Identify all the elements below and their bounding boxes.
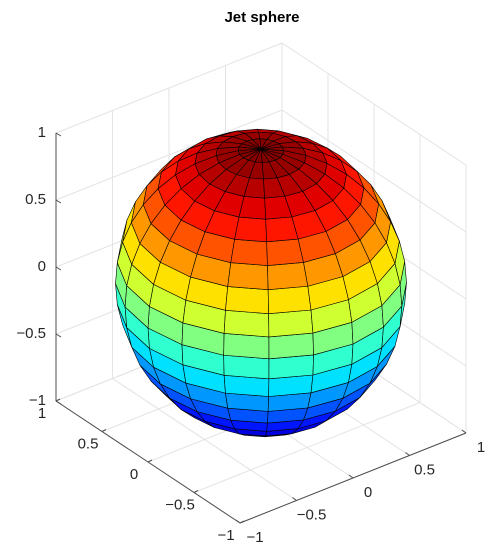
grid-line <box>55 42 283 134</box>
y-tick-label: −0.5 <box>165 496 195 513</box>
y-tick-label: −1 <box>217 527 234 544</box>
grid-line <box>193 402 421 493</box>
surface-face <box>267 262 309 291</box>
z-tick-label: 0 <box>38 258 46 275</box>
grid-line <box>55 109 283 201</box>
surface-face <box>268 332 314 360</box>
surface-face <box>234 216 267 243</box>
x-tick-label: 1 <box>477 439 485 456</box>
z-tick-label: −1 <box>29 392 46 409</box>
chart-title: Jet sphere <box>224 9 299 26</box>
z-tick <box>55 199 62 204</box>
x-tick-label: −0.5 <box>297 506 327 523</box>
x-tick <box>405 452 410 456</box>
surface-face <box>225 286 269 314</box>
grid-line <box>281 42 467 166</box>
z-tick-label: 1 <box>38 124 46 141</box>
x-tick <box>348 474 354 479</box>
x-tick-label: 0 <box>364 484 372 501</box>
x-tick <box>292 497 297 501</box>
z-tick-label: −0.5 <box>16 325 46 342</box>
x-tick-label: 0.5 <box>414 461 435 478</box>
surface-face <box>223 354 270 380</box>
y-tick-label: 0 <box>130 466 138 483</box>
y-tick-label: 0.5 <box>78 435 99 452</box>
z-tick-label: 0.5 <box>25 191 46 208</box>
y-tick <box>239 520 245 524</box>
grid-line <box>281 109 467 233</box>
surface-face <box>267 285 312 314</box>
surface-face <box>268 309 314 338</box>
z-tick <box>55 132 62 137</box>
z-tick <box>55 400 62 405</box>
y-tick <box>147 459 153 463</box>
y-tick <box>193 490 199 493</box>
z-tick <box>55 333 62 338</box>
y-tick <box>55 398 61 402</box>
y-tick-label: 1 <box>38 405 46 422</box>
surface-face <box>223 333 270 360</box>
x-tick <box>461 429 467 434</box>
surface-face <box>223 310 270 338</box>
y-tick <box>101 429 107 432</box>
x-tick-label: −1 <box>246 529 263 546</box>
surface-face <box>227 262 269 291</box>
surface-face <box>266 238 304 266</box>
surface-face <box>230 239 268 266</box>
surface-face <box>238 196 267 220</box>
z-tick <box>55 266 62 271</box>
x-tick <box>235 519 241 524</box>
surface-face <box>239 148 262 158</box>
